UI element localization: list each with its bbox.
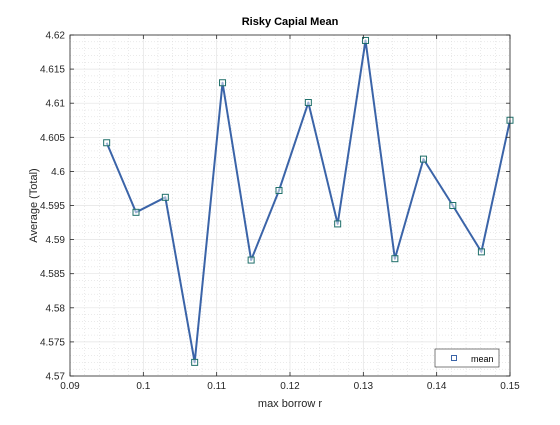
x-tick-labels: 0.09 0.1 0.11 0.12 0.13 0.14 0.15 xyxy=(60,381,520,392)
y-tick-label: 4.61 xyxy=(46,99,66,110)
x-tick-label: 0.12 xyxy=(280,381,300,392)
data-point-marker xyxy=(391,255,399,263)
y-tick-label: 4.58 xyxy=(46,303,66,314)
x-axis-label: max borrow r xyxy=(258,398,323,410)
data-point-marker xyxy=(132,208,140,216)
chart-title: Risky Capial Mean xyxy=(242,16,339,28)
y-tick-label: 4.615 xyxy=(40,65,65,76)
data-point-marker xyxy=(362,36,370,44)
data-point-marker xyxy=(275,186,283,194)
y-tick-label: 4.605 xyxy=(40,133,65,144)
legend-box xyxy=(434,348,500,368)
data-point-marker xyxy=(219,79,227,87)
x-tick-label: 0.13 xyxy=(354,381,374,392)
x-tick-label: 0.11 xyxy=(207,381,226,392)
y-axis-label: Average (Total) xyxy=(28,168,40,242)
data-point-marker xyxy=(103,139,111,147)
data-point-marker xyxy=(477,248,485,256)
y-tick-label: 4.595 xyxy=(40,201,65,212)
series-layer xyxy=(103,36,514,366)
data-point-marker xyxy=(247,256,255,264)
x-tick-label: 0.1 xyxy=(136,381,150,392)
y-tick-label: 4.62 xyxy=(46,31,66,42)
y-tick-label: 4.57 xyxy=(46,372,66,383)
data-point-marker xyxy=(449,202,457,209)
data-point-marker xyxy=(419,155,427,163)
tick-marks xyxy=(69,34,511,377)
legend: mean xyxy=(434,348,500,368)
legend-entry-mean: mean xyxy=(471,354,494,364)
y-tick-labels: 4.57 4.575 4.58 4.585 4.59 4.595 4.6 4.605 4.61 4… xyxy=(40,31,65,383)
data-point-marker xyxy=(334,220,342,228)
x-tick-label: 0.14 xyxy=(427,381,447,392)
y-tick-label: 4.6 xyxy=(51,167,65,178)
data-point-marker xyxy=(161,193,169,201)
legend-marker xyxy=(451,355,457,361)
data-point-marker xyxy=(191,358,199,366)
x-tick-label: 0.15 xyxy=(500,381,520,392)
y-tick-label: 4.59 xyxy=(46,235,66,246)
x-tick-label: 0.09 xyxy=(60,381,80,392)
y-tick-label: 4.575 xyxy=(40,337,65,348)
data-point-marker xyxy=(304,99,312,107)
y-tick-label: 4.585 xyxy=(40,269,65,280)
